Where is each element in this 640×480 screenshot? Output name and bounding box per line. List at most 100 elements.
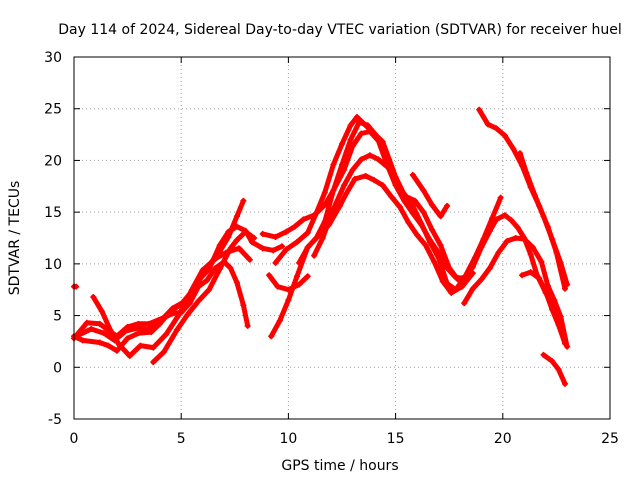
data-point (313, 210, 320, 217)
data-point (493, 216, 500, 223)
data-point (347, 136, 354, 143)
data-point (504, 238, 511, 245)
data-point (409, 202, 416, 209)
data-point (426, 239, 433, 246)
x-tick-label: 15 (387, 431, 405, 447)
y-tick-label: 30 (44, 50, 62, 66)
data-point (233, 237, 240, 244)
data-point (388, 193, 395, 200)
data-point (501, 212, 508, 219)
x-tick-label: 10 (279, 431, 297, 447)
data-point (354, 113, 361, 120)
data-point (371, 177, 378, 184)
data-point (478, 244, 485, 251)
data-point (330, 206, 337, 213)
data-point (216, 266, 223, 273)
data-point (484, 121, 491, 128)
series-s19 (71, 283, 80, 290)
data-point (437, 213, 444, 220)
data-point (163, 331, 170, 338)
data-point (523, 169, 530, 176)
data-point (268, 333, 275, 340)
data-point (244, 322, 251, 329)
data-point (311, 252, 318, 259)
data-point (150, 344, 157, 351)
data-point (373, 132, 380, 139)
y-tick-label: -5 (48, 412, 62, 428)
data-point (161, 348, 168, 355)
data-point (330, 187, 337, 194)
data-point (478, 276, 485, 283)
data-point (276, 317, 283, 324)
data-point (531, 192, 538, 199)
data-point (90, 293, 97, 300)
data-point (396, 203, 403, 210)
data-point (403, 193, 410, 200)
data-point (514, 224, 521, 231)
data-point (233, 213, 240, 220)
data-point (512, 235, 519, 241)
data-point (486, 264, 493, 271)
y-tick-label: 15 (44, 205, 62, 221)
data-point (341, 182, 348, 189)
data-point (429, 201, 436, 208)
data-point (116, 341, 123, 348)
data-point (98, 308, 105, 315)
data-point (510, 146, 517, 153)
data-point (246, 256, 253, 263)
data-point (431, 258, 438, 265)
series-line (541, 352, 568, 387)
data-point (96, 320, 103, 327)
series-s13 (409, 171, 451, 220)
data-point (549, 236, 556, 243)
data-point (101, 330, 108, 337)
data-point (420, 209, 427, 216)
data-point (206, 286, 213, 293)
data-point (521, 236, 528, 243)
data-point (216, 242, 223, 249)
data-point (296, 281, 303, 288)
y-tick-label: 5 (53, 309, 62, 325)
data-point (411, 197, 418, 204)
data-point (336, 202, 343, 209)
data-point (536, 275, 543, 282)
series-line (461, 235, 570, 350)
data-point (366, 152, 373, 159)
data-point (184, 311, 191, 318)
data-point (516, 150, 523, 157)
data-point (454, 276, 461, 283)
data-point (293, 239, 300, 246)
data-point (173, 327, 180, 334)
data-point (291, 223, 298, 230)
data-point (437, 242, 444, 249)
data-point (274, 283, 281, 290)
data-point (96, 339, 103, 346)
data-point (105, 342, 112, 349)
data-point (203, 277, 210, 284)
data-point (422, 242, 429, 249)
series-s18 (519, 269, 568, 347)
y-tick-label: 25 (44, 102, 62, 118)
data-point (135, 330, 142, 337)
data-point (384, 163, 391, 170)
data-point (137, 342, 144, 349)
data-point (418, 220, 425, 227)
data-point (240, 197, 247, 204)
data-point (251, 235, 258, 241)
series-s16 (516, 150, 571, 288)
data-point (272, 259, 279, 266)
data-point (564, 281, 571, 288)
series-s10 (266, 272, 311, 293)
data-point (304, 273, 311, 280)
data-point (429, 226, 436, 233)
data-point (489, 215, 496, 222)
data-point (146, 326, 153, 333)
data-point (227, 245, 234, 252)
data-point (278, 243, 285, 250)
data-point (339, 161, 345, 168)
data-point (561, 380, 568, 387)
data-point (283, 246, 290, 253)
data-point (266, 272, 273, 279)
x-tick-label: 20 (494, 431, 512, 447)
